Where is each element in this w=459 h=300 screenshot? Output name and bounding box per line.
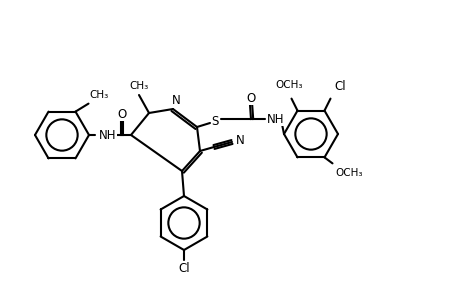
Text: NH: NH (266, 112, 284, 125)
Text: Cl: Cl (178, 262, 190, 275)
Text: OCH₃: OCH₃ (275, 80, 302, 90)
Text: O: O (246, 92, 255, 104)
Text: CH₃: CH₃ (90, 90, 108, 100)
Text: N: N (235, 134, 244, 146)
Text: NH: NH (99, 128, 116, 142)
Text: OCH₃: OCH₃ (335, 168, 362, 178)
Text: N: N (171, 94, 180, 106)
Text: Cl: Cl (334, 80, 345, 93)
Text: CH₃: CH₃ (129, 81, 148, 91)
Text: S: S (211, 115, 218, 128)
Text: O: O (117, 107, 126, 121)
